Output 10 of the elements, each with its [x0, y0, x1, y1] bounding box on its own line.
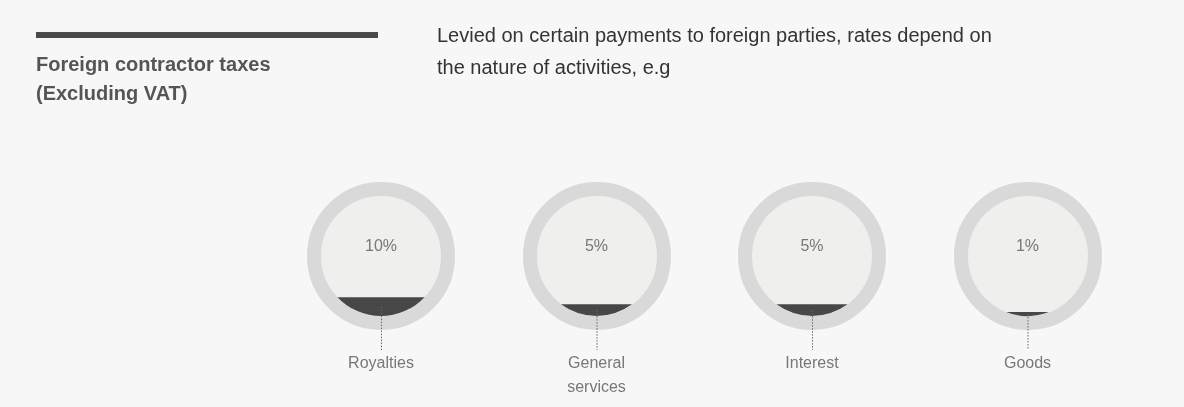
category-label: Goods [1003, 354, 1052, 372]
data-label: 1% [1015, 237, 1040, 255]
data-label: 5% [584, 237, 609, 255]
category-label: Interest [785, 354, 840, 372]
category-label: Royalties [348, 354, 414, 372]
text: Levied on certain payments to foreign parties, rates depend on the nature of activities, e.g [437, 23, 993, 80]
text: Foreign contractor taxes (Excluding VAT) [36, 52, 272, 106]
category-label: General services [567, 354, 626, 396]
data-label: 5% [800, 237, 824, 255]
data-label: 10% [364, 237, 398, 255]
